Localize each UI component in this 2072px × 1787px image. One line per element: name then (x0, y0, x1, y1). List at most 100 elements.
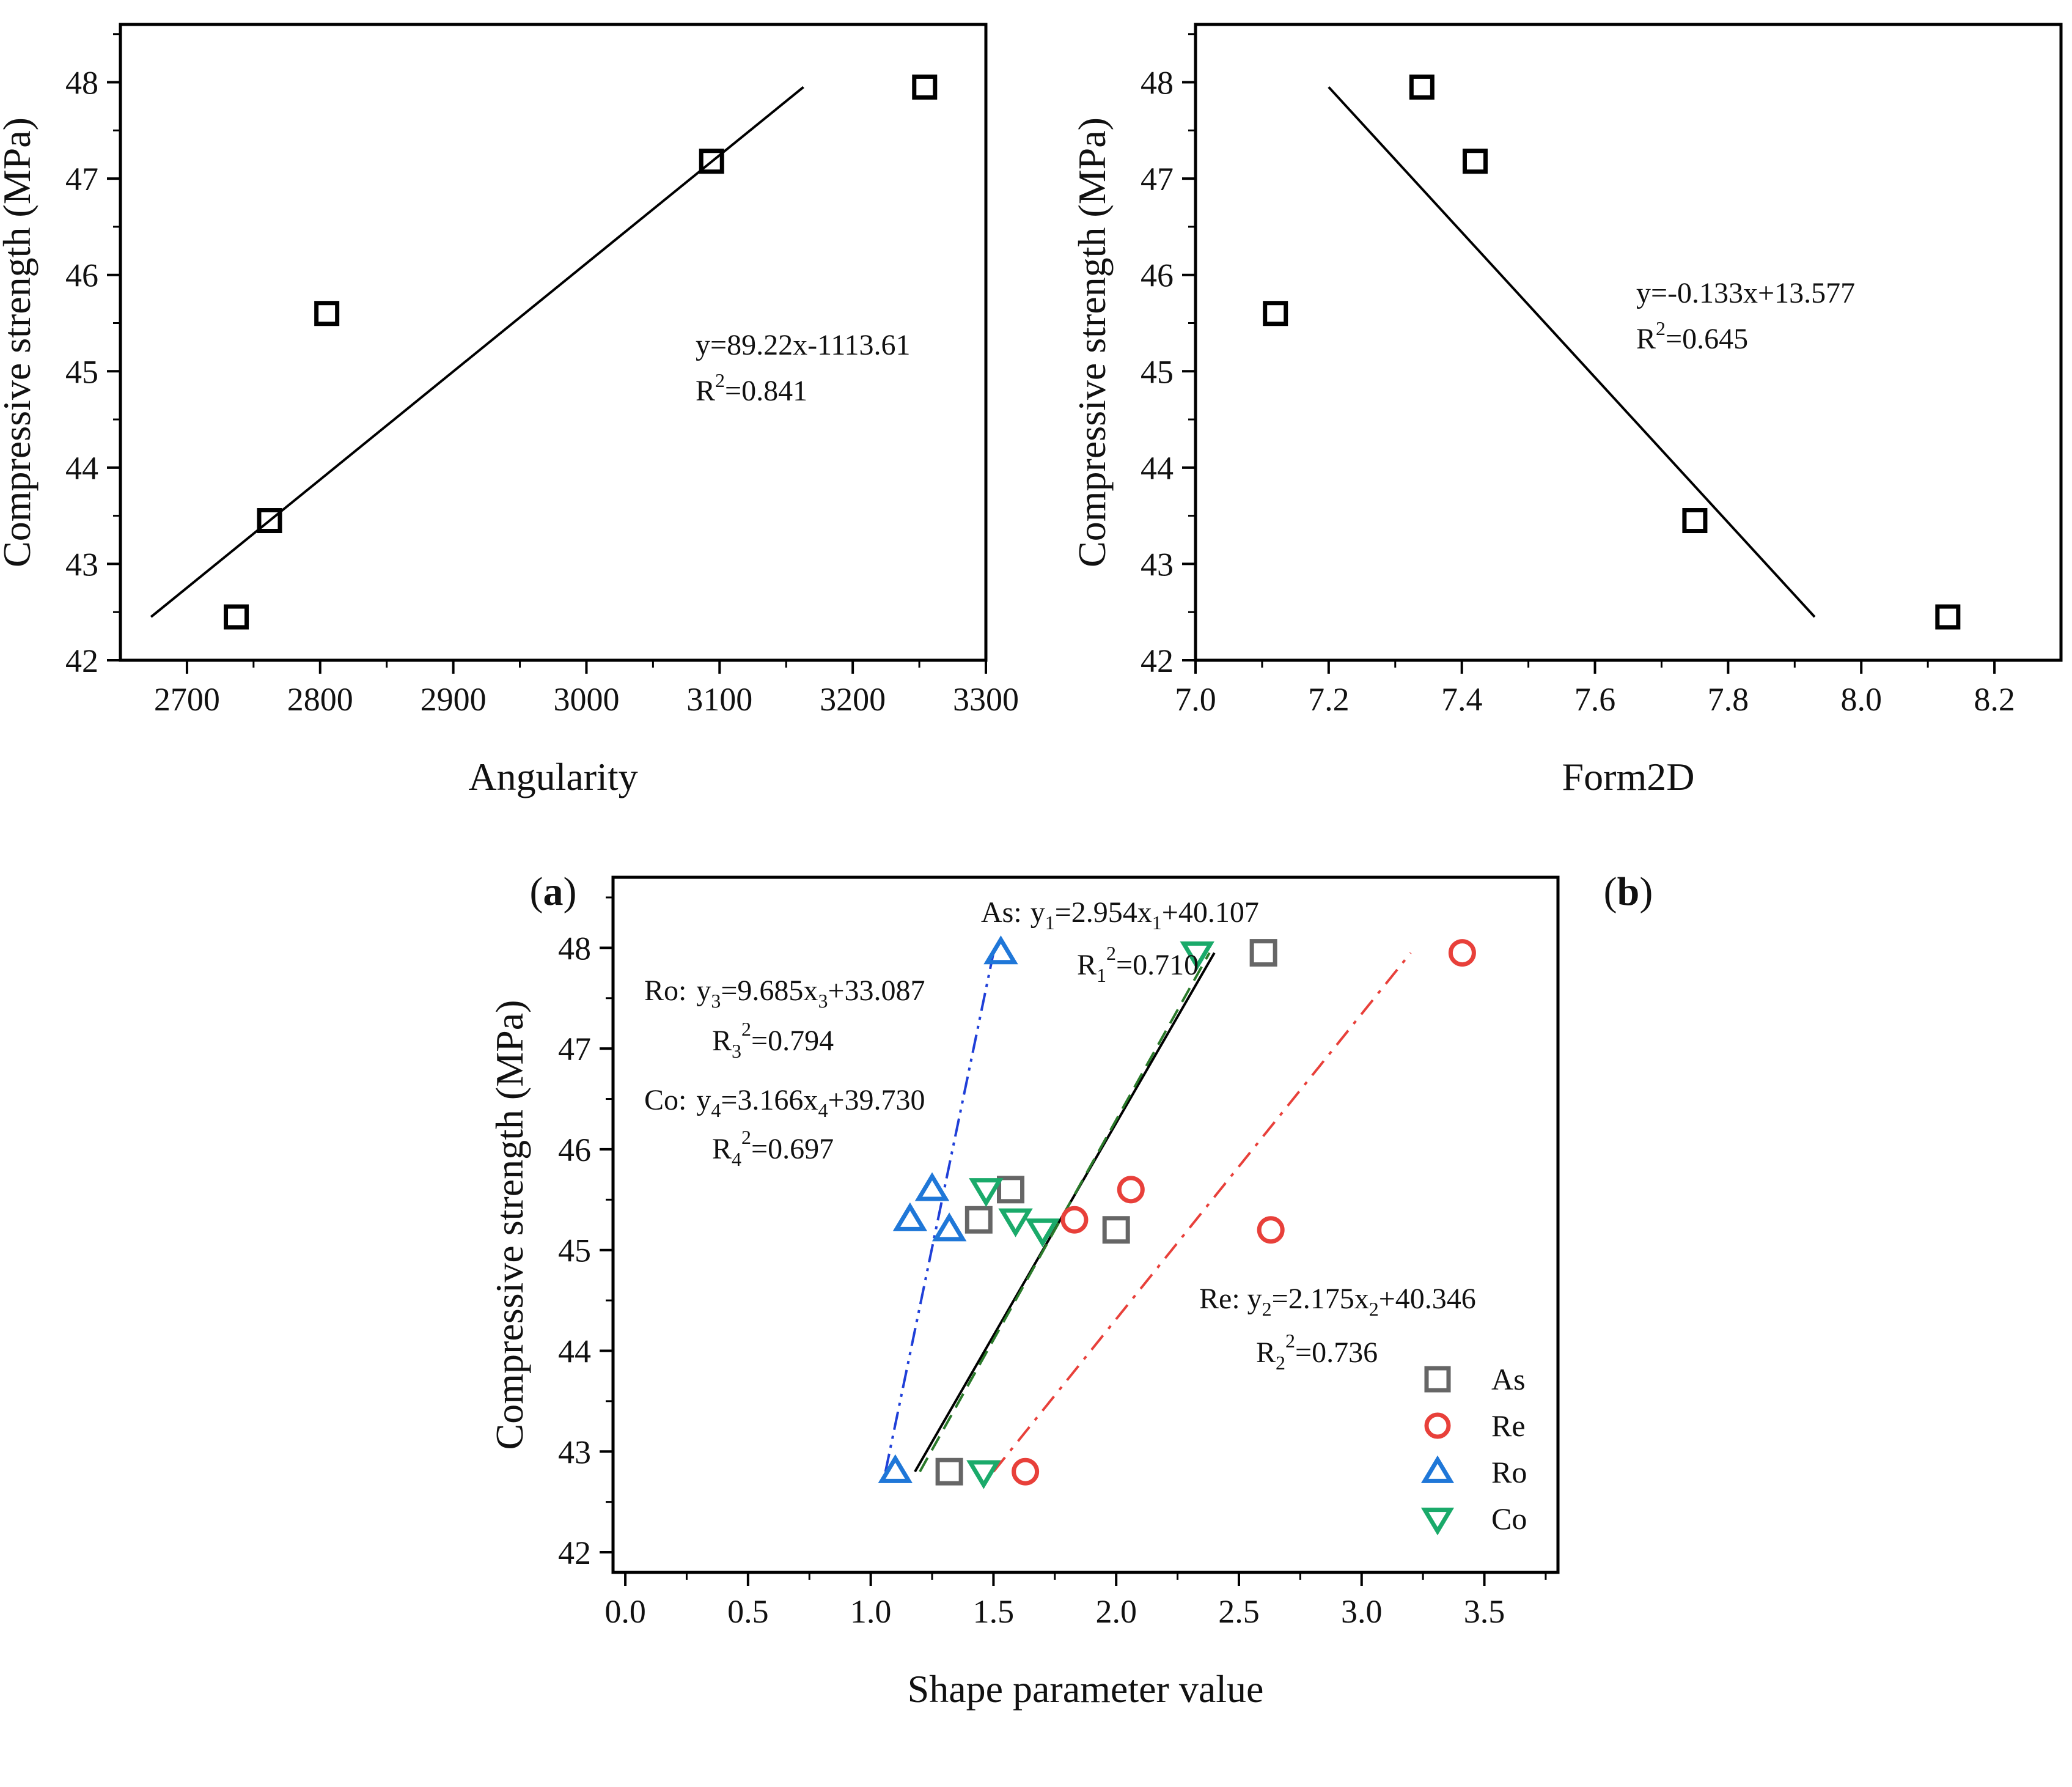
y-tick-label: 42 (558, 1535, 591, 1571)
y-tick-label: 46 (65, 257, 98, 294)
x-tick-label: 3200 (820, 681, 886, 718)
data-point-as (1102, 1216, 1130, 1244)
eq-b-r2: R2=0.645 (1636, 317, 1748, 355)
x-tick-label: 2800 (287, 681, 353, 718)
data-point-ro (878, 1454, 913, 1483)
legend-marker-ro (1420, 1455, 1455, 1483)
x-tick-label: 2900 (421, 681, 487, 718)
legend-label-co: Co (1491, 1501, 1527, 1536)
data-point-re (1117, 1176, 1145, 1204)
y-tick-label: 47 (558, 1031, 591, 1067)
panel-c: 0.0 0.5 1.0 1.5 2.0 2.5 3.0 3.5 42 43 44 45 46 47 48 Sh… (488, 875, 1560, 1787)
x-tick-label: 3300 (953, 681, 1019, 718)
x-tick-label: 0.5 (727, 1593, 769, 1630)
x-tick-label: 1.0 (850, 1593, 892, 1630)
legend-marker-re (1424, 1412, 1451, 1439)
panel-label: (a) (530, 869, 577, 914)
x-axis-label: Angularity (468, 755, 637, 798)
fit-line-ro (884, 952, 995, 1472)
y-tick-label: 44 (1141, 450, 1174, 487)
data-point (1263, 301, 1288, 326)
plot-frame (611, 875, 1560, 1574)
data-point (1462, 149, 1488, 174)
x-tick-label: 2.0 (1095, 1593, 1137, 1630)
y-axis-label: Compressive strength (MPa) (0, 117, 39, 567)
y-tick-label: 45 (558, 1232, 591, 1269)
x-tick-label: 0.0 (604, 1593, 646, 1630)
x-tick-label: 7.2 (1308, 681, 1350, 718)
eq-re-line1: Re: y2=2.175x2+40.346 (1199, 1283, 1476, 1320)
data-point (1409, 74, 1435, 100)
data-point-ro (931, 1212, 967, 1242)
legend-label-ro: Ro (1491, 1455, 1527, 1489)
panel-label: (b) (1604, 869, 1653, 914)
eq-co-line1: Co: y4=3.166x4+39.730 (644, 1084, 925, 1121)
y-tick-label: 46 (558, 1132, 591, 1168)
eq-as-r2: R12=0.710 (1077, 942, 1199, 986)
eq-re-r2: R22=0.736 (1256, 1330, 1378, 1374)
data-point-ro (892, 1202, 928, 1231)
panel-b: 7.0 7.2 7.4 7.6 7.8 8.0 8.2 42 43 44 45 46 47 48 Form2… (1070, 23, 2063, 914)
legend-marker-co (1420, 1508, 1455, 1536)
x-tick-label: 8.0 (1840, 681, 1882, 718)
eq-a-line1: y=89.22x-1113.61 (696, 329, 911, 361)
data-point-as (964, 1206, 993, 1234)
x-tick-label: 7.8 (1708, 681, 1749, 718)
x-axis-label: Form2D (1562, 755, 1695, 798)
fit-line (1328, 86, 1816, 618)
x-tick-label: 7.4 (1441, 681, 1483, 718)
data-point (912, 74, 938, 100)
x-tick-label: 3.5 (1464, 1593, 1505, 1630)
data-point-co (1180, 941, 1214, 971)
data-point-co (1025, 1218, 1060, 1248)
y-axis-label: Compressive strength (MPa) (1070, 117, 1114, 567)
data-point-ro (914, 1172, 950, 1201)
eq-b-line1: y=-0.133x+13.577 (1636, 277, 1855, 309)
eq-a-r2: R2=0.841 (696, 369, 807, 407)
y-tick-label: 43 (558, 1434, 591, 1470)
data-point-re (1257, 1216, 1285, 1244)
data-point (1935, 604, 1961, 630)
data-point-co (969, 1178, 1004, 1207)
data-point (314, 301, 340, 326)
panel-label: (c) (1063, 1781, 1108, 1787)
data-point-re (1012, 1457, 1040, 1486)
y-tick-label: 44 (558, 1333, 591, 1369)
x-axis-label: Shape parameter value (908, 1667, 1264, 1711)
x-tick-label: 7.6 (1574, 681, 1616, 718)
x-tick-label: 8.2 (1974, 681, 2015, 718)
y-tick-label: 47 (65, 161, 98, 197)
data-point (1682, 508, 1708, 534)
y-axis-label: Compressive strength (MPa) (488, 1000, 531, 1450)
y-tick-label: 42 (65, 643, 98, 679)
data-point-co (998, 1208, 1033, 1237)
eq-ro-line1: Ro: y3=9.685x3+33.087 (644, 975, 925, 1012)
x-tick-label: 3100 (686, 681, 752, 718)
data-point-co (966, 1460, 1001, 1489)
y-tick-label: 45 (65, 353, 98, 390)
data-point (257, 508, 282, 534)
legend-marker-as (1424, 1366, 1451, 1393)
y-tick-label: 47 (1141, 161, 1174, 197)
eq-ro-r2: R32=0.794 (712, 1018, 834, 1062)
y-tick-label: 43 (65, 546, 98, 583)
x-tick-label: 3000 (553, 681, 619, 718)
x-tick-label: 1.5 (973, 1593, 1015, 1630)
fit-line-re (992, 952, 1412, 1473)
data-point-re (1060, 1206, 1089, 1234)
eq-as-line1: As: y1=2.954x1+40.107 (981, 896, 1259, 934)
data-point-as (935, 1457, 963, 1486)
data-point-ro (983, 935, 1018, 965)
legend-label-as: As (1491, 1362, 1526, 1396)
y-tick-label: 44 (65, 450, 98, 487)
y-tick-label: 43 (1141, 546, 1174, 583)
plot-frame (119, 23, 988, 662)
data-point (699, 149, 724, 174)
panel-a: 2700 2800 2900 3000 3100 3200 3300 42 43 44 45 46 47… (0, 23, 1019, 914)
x-tick-label: 7.0 (1175, 681, 1216, 718)
x-tick-label: 2700 (154, 681, 220, 718)
eq-co-r2: R42=0.697 (712, 1126, 834, 1170)
data-point-re (1448, 939, 1476, 967)
legend-label-re: Re (1491, 1409, 1526, 1443)
